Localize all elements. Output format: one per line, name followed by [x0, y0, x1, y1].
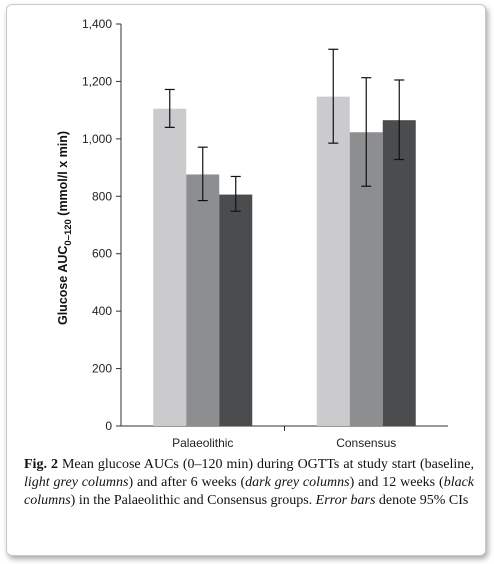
bar [186, 174, 220, 426]
x-tick-label: Consensus [336, 436, 396, 450]
caption-part: dark grey columns [245, 475, 350, 490]
figure-caption: Fig. 2 Mean glucose AUCs (0–120 min) dur… [24, 456, 474, 510]
bar [316, 96, 350, 426]
bars-group [153, 96, 416, 426]
caption-part: denote 95% CIs [375, 493, 469, 508]
y-tick-label: 600 [92, 247, 112, 261]
caption-part: ) in the Palaeolithic and Consensus grou… [70, 493, 316, 508]
caption-label: Fig. 2 [24, 457, 58, 472]
bar [382, 120, 416, 426]
y-axis-label-units: (mmol/l x min) [56, 131, 70, 219]
caption-part: black columns [24, 475, 475, 508]
error-bar [230, 175, 241, 212]
error-bar [164, 88, 175, 128]
error-bar [394, 79, 405, 161]
x-axis-labels: Palaeolithic Consensus [172, 426, 396, 450]
y-tick-label: 1,400 [82, 17, 112, 31]
caption-part: ) and 12 weeks ( [349, 475, 444, 490]
y-tick-label: 400 [92, 304, 112, 318]
error-bar [361, 77, 372, 187]
caption-part: light grey columns [24, 475, 129, 490]
caption-body: Mean glucose AUCs (0–120 min) during OGT… [24, 457, 474, 508]
y-tick-label: 800 [92, 189, 112, 203]
y-tick-label: 200 [92, 362, 112, 376]
y-tick-label: 1,200 [82, 74, 112, 88]
y-axis-label: Glucose AUC0–120 (mmol/l x min) [56, 131, 74, 325]
caption-part: ) and after 6 weeks ( [128, 475, 246, 490]
x-tick-label: Palaeolithic [172, 436, 233, 450]
bar [219, 194, 253, 426]
y-axis-label-main: Glucose AUC [56, 246, 70, 325]
error-bar [197, 146, 208, 202]
y-tick-label: 0 [105, 419, 112, 433]
caption-part: Error bars [315, 493, 376, 508]
bar [153, 108, 187, 426]
error-bar [328, 48, 339, 144]
caption-part: Mean glucose AUCs (0–120 min) during OGT… [57, 457, 474, 472]
y-axis-label-sub: 0–120 [63, 219, 74, 245]
error-bars-group [164, 48, 405, 212]
y-tick-label: 1,000 [82, 132, 112, 146]
bar-chart: 0 200 400 600 800 1,000 1,200 1,400 Palaeolithi… [56, 17, 448, 450]
